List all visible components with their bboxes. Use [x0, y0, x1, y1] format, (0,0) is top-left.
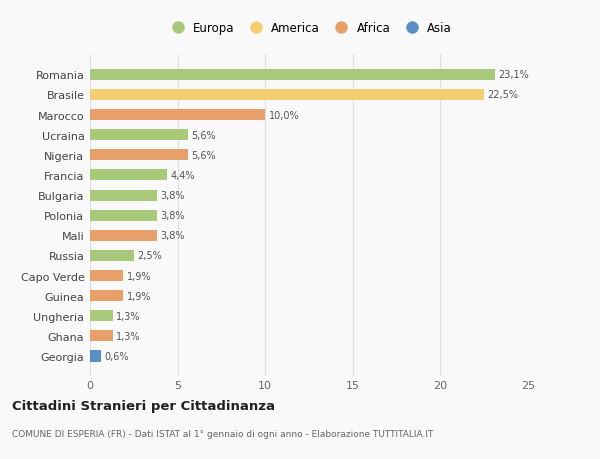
Text: 5,6%: 5,6% — [191, 130, 216, 140]
Bar — [90, 330, 113, 341]
Text: 3,8%: 3,8% — [160, 211, 185, 221]
Bar — [90, 230, 157, 241]
Bar — [90, 90, 484, 101]
Bar — [90, 170, 167, 181]
Bar — [90, 351, 101, 362]
Text: 1,9%: 1,9% — [127, 291, 151, 301]
Bar — [90, 250, 134, 262]
Text: Cittadini Stranieri per Cittadinanza: Cittadini Stranieri per Cittadinanza — [12, 399, 275, 412]
Text: 2,5%: 2,5% — [137, 251, 162, 261]
Text: COMUNE DI ESPERIA (FR) - Dati ISTAT al 1° gennaio di ogni anno - Elaborazione TU: COMUNE DI ESPERIA (FR) - Dati ISTAT al 1… — [12, 429, 433, 438]
Text: 1,3%: 1,3% — [116, 311, 141, 321]
Legend: Europa, America, Africa, Asia: Europa, America, Africa, Asia — [166, 22, 452, 35]
Text: 1,9%: 1,9% — [127, 271, 151, 281]
Bar — [90, 270, 123, 281]
Text: 5,6%: 5,6% — [191, 151, 216, 161]
Bar — [90, 311, 113, 322]
Bar — [90, 210, 157, 221]
Text: 1,3%: 1,3% — [116, 331, 141, 341]
Bar — [90, 70, 495, 81]
Text: 22,5%: 22,5% — [488, 90, 519, 100]
Bar — [90, 150, 188, 161]
Bar — [90, 190, 157, 201]
Text: 10,0%: 10,0% — [269, 110, 299, 120]
Text: 4,4%: 4,4% — [170, 171, 195, 180]
Bar — [90, 291, 123, 302]
Text: 3,8%: 3,8% — [160, 190, 185, 201]
Text: 3,8%: 3,8% — [160, 231, 185, 241]
Bar — [90, 130, 188, 141]
Text: 23,1%: 23,1% — [498, 70, 529, 80]
Text: 0,6%: 0,6% — [104, 351, 128, 361]
Bar — [90, 110, 265, 121]
